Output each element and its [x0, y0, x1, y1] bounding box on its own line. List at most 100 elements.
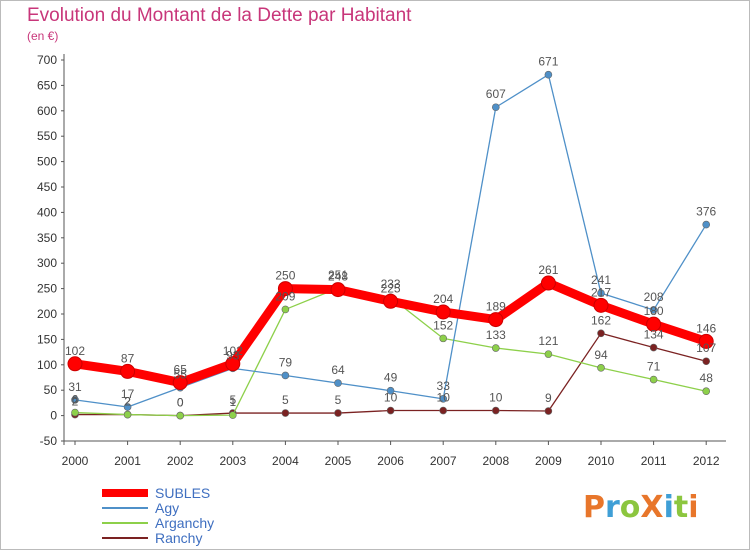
data-label-agy: 376	[696, 205, 716, 219]
x-tick-label: 2002	[167, 454, 194, 468]
legend-label-subles: SUBLES	[155, 485, 210, 501]
data-point-arganchy	[597, 364, 605, 372]
data-label-ranchy: 2	[72, 395, 79, 409]
data-label-subles: 102	[65, 344, 85, 358]
y-tick-label: 550	[37, 129, 57, 143]
y-tick-label: 0	[50, 409, 57, 423]
data-point-agy	[281, 371, 290, 380]
data-label-ranchy: 9	[545, 391, 552, 405]
data-point-subles	[277, 281, 293, 297]
data-label-arganchy: 2	[124, 395, 131, 409]
data-label-ranchy: 162	[591, 313, 611, 327]
data-label-agy: 241	[591, 273, 611, 287]
data-point-subles	[67, 356, 83, 372]
data-label-arganchy: 251	[328, 268, 348, 282]
data-label-arganchy: 1	[229, 395, 236, 409]
data-point-arganchy	[649, 375, 658, 384]
data-label-arganchy: 94	[594, 348, 608, 362]
data-point-subles	[488, 312, 504, 328]
chart-unit: (en €)	[27, 29, 59, 43]
proxiti-logo: ProXiti	[583, 490, 699, 525]
data-point-arganchy	[281, 305, 290, 314]
legend-label-agy: Agy	[155, 500, 179, 516]
data-label-agy: 33	[437, 379, 451, 393]
y-tick-label: 250	[37, 282, 57, 296]
data-label-agy: 64	[331, 363, 345, 377]
y-tick-label: 300	[37, 256, 57, 270]
x-tick-label: 2001	[114, 454, 141, 468]
y-tick-label: 200	[37, 307, 57, 321]
y-tick-label: 700	[37, 53, 57, 67]
data-point-subles	[435, 304, 451, 320]
y-tick-label: 100	[37, 358, 57, 372]
data-label-ranchy: 10	[437, 391, 451, 405]
data-point-subles	[330, 282, 346, 298]
data-label-ranchy: 5	[335, 393, 342, 407]
data-label-agy: 31	[68, 380, 82, 394]
data-label-subles: 261	[538, 263, 558, 277]
data-point-agy	[439, 395, 448, 403]
data-label-agy: 671	[538, 55, 558, 69]
y-tick-label: 50	[44, 383, 58, 397]
data-point-agy	[334, 379, 342, 387]
x-tick-label: 2006	[377, 454, 404, 468]
data-point-arganchy	[71, 408, 79, 417]
data-label-arganchy: 6	[72, 393, 79, 407]
data-point-subles	[698, 333, 714, 349]
data-label-ranchy: 10	[384, 391, 398, 405]
data-point-ranchy	[702, 357, 711, 366]
data-label-subles: 87	[121, 351, 135, 365]
data-label-subles: 250	[275, 269, 295, 283]
x-tick-label: 2012	[693, 454, 720, 468]
data-label-arganchy: 152	[433, 318, 453, 332]
y-tick-label: 450	[37, 180, 57, 194]
x-tick-label: 2010	[588, 454, 615, 468]
legend-label-arganchy: Arganchy	[155, 515, 214, 531]
x-tick-label: 2011	[641, 454, 667, 468]
data-point-subles	[540, 275, 556, 291]
data-label-agy: 79	[279, 355, 293, 369]
y-tick-label: 500	[37, 155, 57, 169]
data-point-subles	[383, 293, 399, 309]
data-label-subles: 146	[696, 321, 716, 335]
data-label-agy: 93	[226, 348, 240, 362]
data-label-agy: 607	[486, 87, 506, 101]
data-point-agy	[649, 306, 658, 314]
data-point-agy	[702, 220, 711, 229]
y-tick-label: -50	[40, 434, 58, 448]
x-tick-label: 2009	[535, 454, 562, 468]
data-label-arganchy: 71	[647, 360, 661, 374]
data-point-subles	[593, 297, 609, 313]
data-point-arganchy	[123, 410, 132, 419]
data-label-agy: 208	[644, 290, 664, 304]
data-label-arganchy: 133	[486, 328, 506, 342]
data-point-ranchy	[597, 329, 605, 338]
data-label-ranchy: 107	[696, 341, 716, 355]
data-point-agy	[386, 386, 395, 395]
data-point-arganchy	[439, 334, 448, 343]
data-label-agy: 55	[174, 368, 188, 382]
data-point-agy	[71, 396, 79, 404]
y-tick-label: 350	[37, 231, 57, 245]
x-tick-label: 2003	[219, 454, 246, 468]
data-label-agy: 17	[121, 387, 135, 401]
data-point-agy	[544, 70, 553, 79]
data-point-ranchy	[281, 409, 290, 417]
data-point-ranchy	[386, 406, 395, 415]
data-point-agy	[123, 403, 132, 411]
data-point-ranchy	[649, 343, 658, 352]
data-label-subles: 225	[381, 281, 401, 295]
data-label-subles: 189	[486, 300, 506, 314]
data-point-arganchy	[702, 387, 711, 396]
x-tick-label: 2005	[325, 454, 352, 468]
data-point-ranchy	[544, 407, 553, 415]
data-label-arganchy: 0	[177, 396, 184, 410]
data-label-subles: 102	[223, 344, 243, 358]
data-point-ranchy	[439, 406, 448, 415]
y-tick-label: 600	[37, 104, 57, 118]
data-point-agy	[597, 289, 605, 297]
data-label-subles: 204	[433, 292, 453, 306]
y-tick-label: 150	[37, 332, 57, 346]
data-label-subles: 65	[174, 363, 188, 377]
